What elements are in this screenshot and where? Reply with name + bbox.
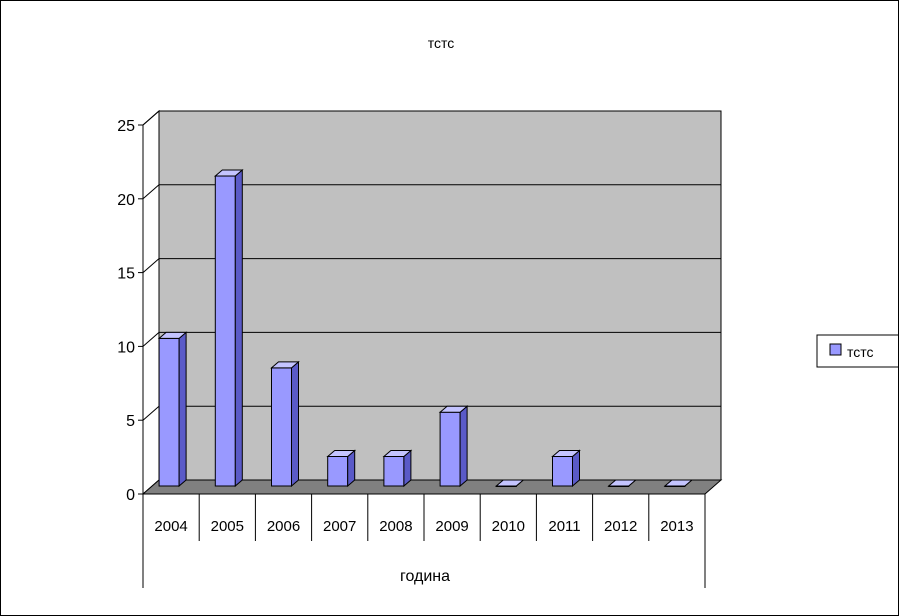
legend-swatch	[829, 343, 842, 356]
bar-top	[438, 405, 469, 413]
x-tick-label: 2012	[604, 518, 637, 535]
bar-series	[157, 168, 694, 488]
side-wall	[142, 109, 160, 496]
bar-top	[607, 479, 638, 487]
x-tick-label: 2005	[211, 518, 244, 535]
chart-title: тстс	[428, 35, 455, 51]
bar-front	[439, 411, 461, 487]
y-tick-label: 20	[117, 192, 135, 209]
bar-2011	[551, 449, 581, 488]
x-tick-label: 2011	[548, 518, 580, 535]
bar-front	[158, 337, 180, 487]
legend: тстс	[816, 334, 898, 368]
bar-top	[270, 361, 300, 369]
legend-label: тстс	[847, 344, 874, 360]
bar-top	[213, 169, 244, 177]
bar-2012	[607, 479, 638, 487]
bar-top	[326, 449, 357, 457]
bar-front	[214, 175, 236, 487]
x-axis-label: година	[400, 568, 450, 585]
bar-front	[552, 455, 573, 487]
x-tick-label: 2004	[154, 518, 187, 535]
bar-2010	[494, 479, 525, 487]
x-tick-label: 2007	[323, 518, 356, 535]
side-gridline	[142, 405, 160, 421]
axes: 0 5 10 15 20 25 2004 2005 2006 2007 2008 2009 2010 20…	[117, 118, 706, 588]
bar-side	[234, 168, 243, 488]
bar-2005	[213, 168, 244, 488]
x-tick-label: 2010	[492, 518, 525, 535]
side-gridline	[142, 110, 160, 126]
y-tick-label: 10	[117, 339, 135, 356]
x-tick-label: 2008	[379, 518, 412, 535]
x-tick-label: 2013	[660, 518, 693, 535]
side-gridline	[142, 258, 160, 273]
side-gridline	[142, 184, 160, 200]
bar-top	[157, 331, 188, 339]
y-tick-label: 25	[117, 118, 135, 135]
bar-side	[178, 331, 187, 488]
x-tick-label: 2009	[435, 518, 468, 535]
bar-2004	[157, 331, 188, 488]
bar-2013	[663, 479, 694, 487]
bar-2007	[326, 449, 357, 488]
y-tick-label: 15	[117, 266, 135, 283]
y-tick-label: 0	[126, 487, 135, 504]
gridlines	[142, 110, 721, 421]
bar-2009	[438, 405, 469, 488]
bar-top	[382, 449, 413, 457]
side-gridline	[142, 332, 160, 347]
bar-top	[494, 479, 525, 487]
bar-front	[271, 367, 292, 487]
bar-front	[327, 455, 349, 487]
x-tick-label: 2006	[267, 518, 300, 535]
bar-side	[291, 360, 299, 488]
bar-front	[383, 455, 405, 487]
bar-top	[663, 479, 694, 487]
bar-2008	[382, 449, 413, 488]
bar-side	[459, 405, 468, 488]
bar-top	[551, 449, 581, 457]
bar-2006	[270, 360, 300, 488]
y-tick-label: 5	[126, 413, 135, 430]
